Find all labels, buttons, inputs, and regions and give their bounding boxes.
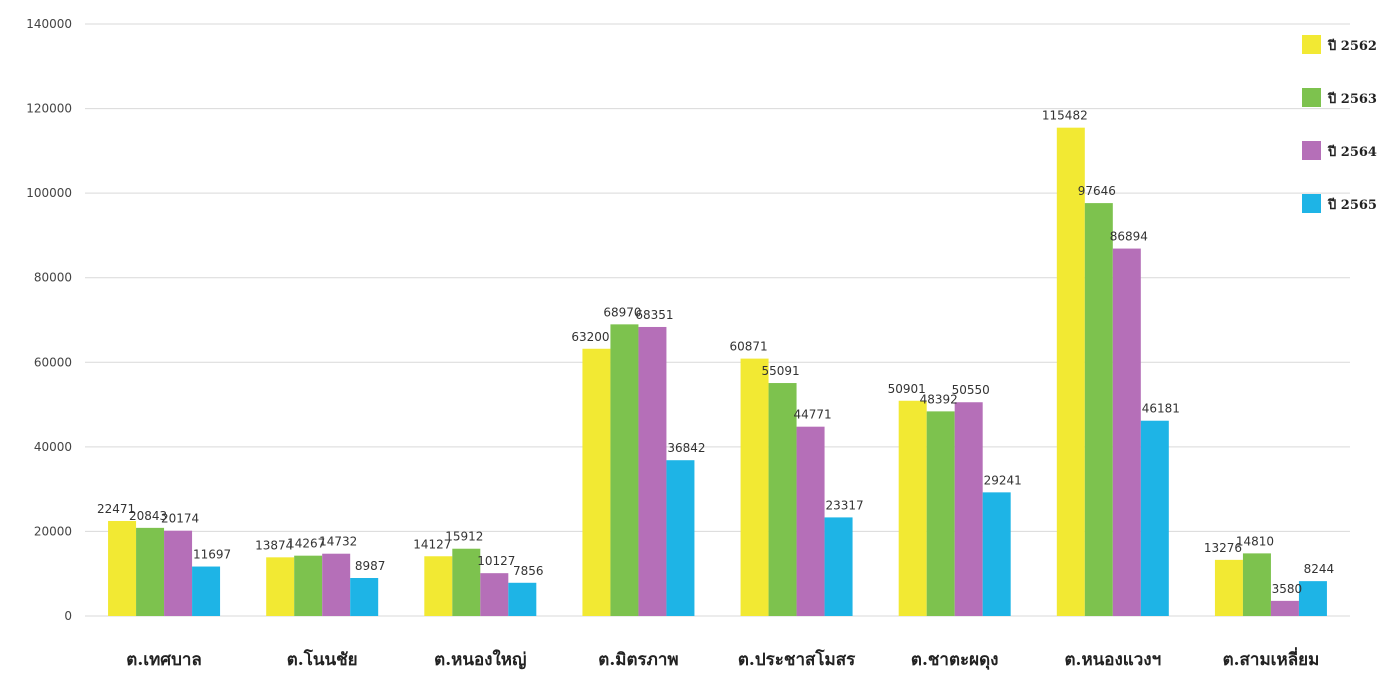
y-tick-label: 0 (64, 609, 72, 623)
data-label: 48392 (920, 392, 958, 406)
legend-swatch (1302, 35, 1321, 54)
data-label: 10127 (477, 554, 515, 568)
data-label: 22471 (97, 502, 135, 516)
legend-label: ปี 2565 (1327, 197, 1377, 213)
bar (1056, 127, 1085, 616)
y-tick-label: 80000 (34, 271, 72, 285)
legend: ปี 2562 ปี 2563 ปี 2564 ปี 2565 (1302, 35, 1377, 213)
bar (1242, 553, 1271, 616)
bar (926, 411, 955, 616)
data-label: 3580 (1272, 582, 1303, 596)
data-label: 46181 (1142, 402, 1180, 416)
y-tick-label: 100000 (26, 186, 72, 200)
x-axis: ต.เทศบาล ต.โนนชัย ต.หนองใหญ่ ต.มิตรภาพ ต.ประ… (126, 647, 1319, 670)
bar (108, 520, 137, 616)
x-tick-label: ต.หนองใหญ่ (434, 649, 526, 670)
data-label: 63200 (571, 330, 609, 344)
legend-label: ปี 2564 (1327, 144, 1377, 160)
bar (294, 555, 323, 616)
data-label: 50901 (888, 382, 926, 396)
y-tick-label: 120000 (26, 102, 72, 116)
x-tick-label: ต.เทศบาล (126, 650, 202, 670)
data-label: 14732 (319, 535, 357, 549)
bar (582, 348, 611, 616)
x-tick-label: ต.ประชาสโมสร (738, 649, 856, 670)
bar (164, 530, 193, 616)
data-label: 36842 (667, 441, 705, 455)
bar (1270, 600, 1299, 616)
bar (954, 402, 983, 616)
bars (108, 127, 1327, 617)
bar (610, 324, 639, 616)
y-tick-label: 40000 (34, 440, 72, 454)
data-label: 50550 (952, 383, 990, 397)
data-label: 97646 (1078, 184, 1116, 198)
gridlines (85, 23, 1350, 617)
bar (350, 577, 379, 616)
legend-swatch (1302, 141, 1321, 160)
data-label: 44771 (793, 408, 831, 422)
data-label: 68970 (603, 305, 641, 319)
bar (982, 492, 1011, 616)
x-tick-label: ต.โนนชัย (287, 649, 358, 670)
data-label: 60871 (729, 340, 767, 354)
data-label: 13276 (1204, 541, 1242, 555)
bar (1214, 559, 1243, 616)
x-tick-label: ต.สามเหลี่ยม (1223, 647, 1320, 670)
legend-label: ปี 2563 (1327, 91, 1377, 107)
bar (666, 460, 695, 616)
bar (452, 548, 481, 616)
legend-label: ปี 2562 (1327, 38, 1377, 54)
x-tick-label: ต.ชาตะผดุง (911, 650, 999, 670)
data-label: 23317 (825, 498, 863, 512)
bar (136, 527, 165, 616)
legend-swatch (1302, 194, 1321, 213)
bar (796, 426, 825, 616)
data-label: 115482 (1042, 109, 1088, 123)
bar (768, 383, 797, 616)
data-label: 13874 (255, 538, 293, 552)
data-label: 14810 (1236, 534, 1274, 548)
y-axis: 0 20000 40000 60000 80000 100000 120000 140000 (26, 17, 72, 623)
y-tick-label: 60000 (34, 355, 72, 369)
data-label: 68351 (635, 308, 673, 322)
y-tick-label: 20000 (34, 524, 72, 538)
data-label: 29241 (984, 473, 1022, 487)
bar (424, 556, 453, 616)
bar (1140, 420, 1169, 616)
data-label: 14127 (413, 537, 451, 551)
data-label: 11697 (193, 548, 231, 562)
bar (192, 566, 221, 616)
data-label: 8244 (1304, 562, 1335, 576)
bar (266, 557, 295, 616)
bar (1084, 203, 1113, 616)
bar (508, 582, 537, 616)
x-tick-label: ต.มิตรภาพ (598, 650, 678, 670)
data-label: 20843 (129, 509, 167, 523)
bar (322, 553, 351, 616)
bar (1298, 581, 1327, 616)
y-tick-label: 140000 (26, 17, 72, 31)
data-label: 14267 (287, 537, 325, 551)
bar (740, 358, 769, 616)
data-label: 15912 (445, 530, 483, 544)
bar (824, 517, 853, 616)
bar (480, 573, 509, 616)
bar (1112, 248, 1141, 617)
data-label: 7856 (513, 564, 544, 578)
legend-swatch (1302, 88, 1321, 107)
bar (638, 326, 667, 616)
data-label: 86894 (1110, 230, 1148, 244)
data-label: 8987 (355, 559, 386, 573)
data-label: 20174 (161, 512, 199, 526)
bar (898, 400, 927, 616)
data-label: 55091 (761, 364, 799, 378)
x-tick-label: ต.หนองแวงฯ (1064, 650, 1161, 670)
